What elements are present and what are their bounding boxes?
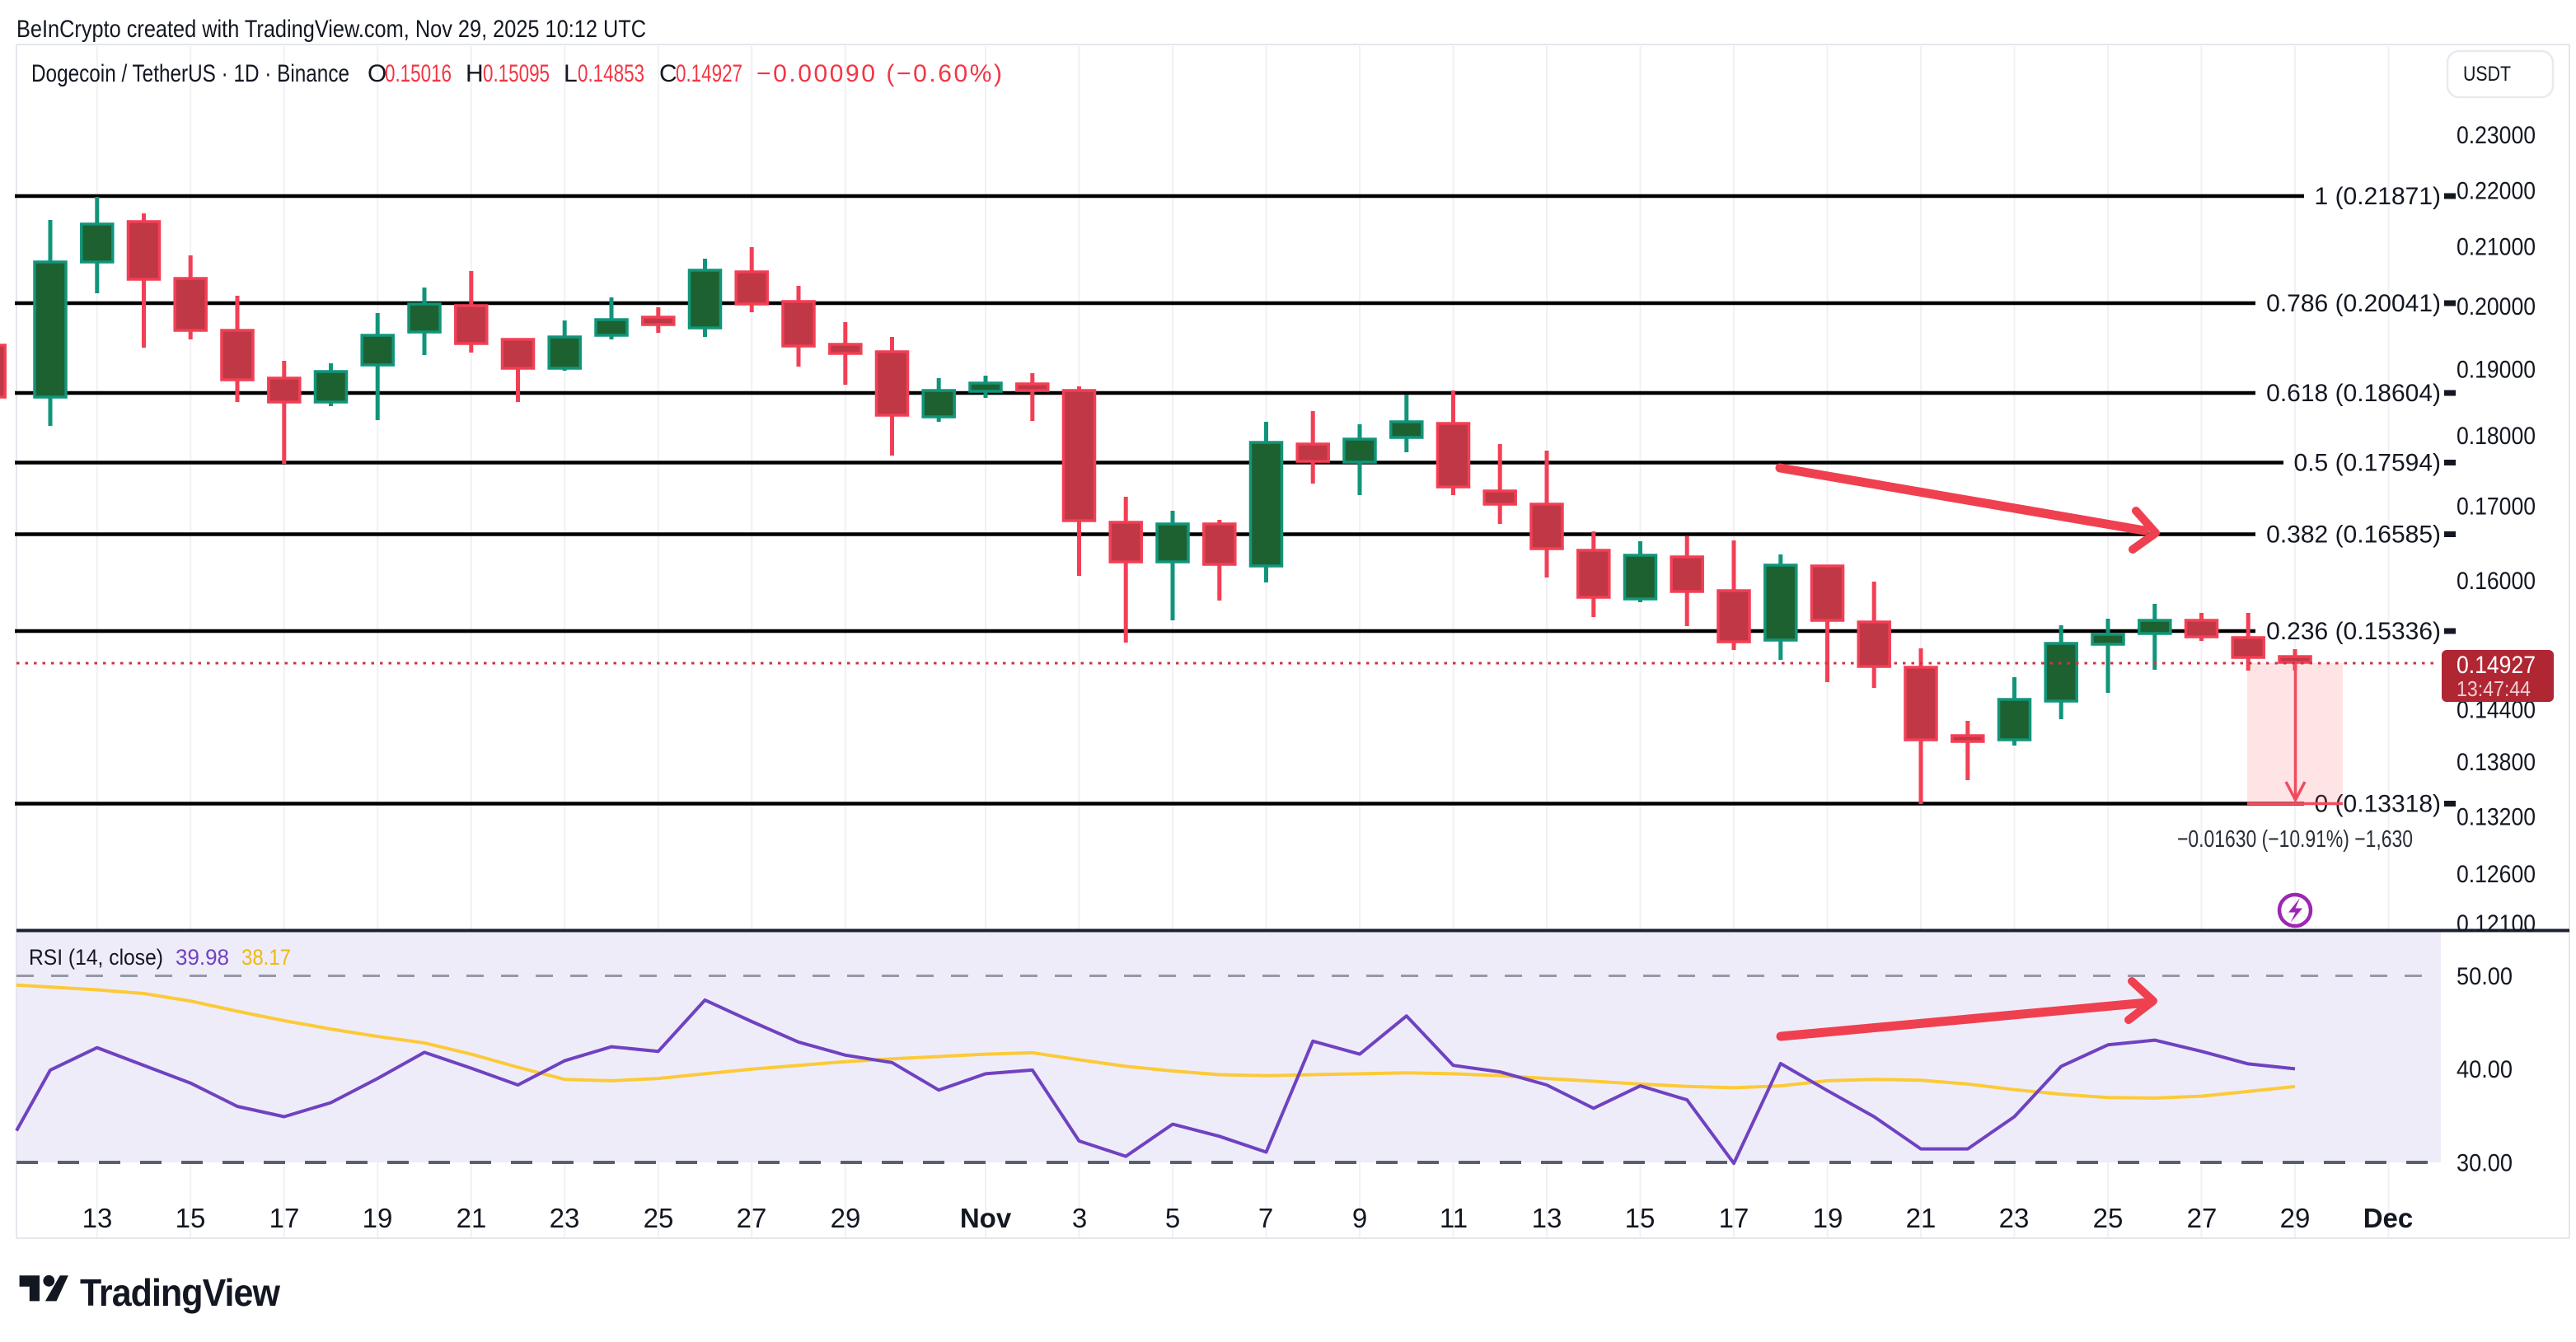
svg-text:0.20000: 0.20000 <box>2457 293 2536 320</box>
svg-text:0.13200: 0.13200 <box>2457 803 2536 830</box>
svg-text:0.18000: 0.18000 <box>2457 423 2536 450</box>
svg-text:0.236 (0.15336): 0.236 (0.15336) <box>2266 618 2441 645</box>
svg-text:0.618 (0.18604): 0.618 (0.18604) <box>2266 380 2441 407</box>
svg-text:7: 7 <box>1258 1203 1273 1233</box>
svg-text:H: H <box>466 60 484 87</box>
svg-text:19: 19 <box>363 1203 393 1233</box>
svg-text:21: 21 <box>457 1203 487 1233</box>
svg-text:19: 19 <box>1813 1203 1843 1233</box>
svg-text:Dogecoin / TetherUS · 1D · Bin: Dogecoin / TetherUS · 1D · Binance <box>31 60 349 87</box>
svg-text:27: 27 <box>737 1203 767 1233</box>
svg-text:C: C <box>659 60 677 87</box>
svg-text:11: 11 <box>1440 1203 1468 1233</box>
svg-text:BeInCrypto created with Tradin: BeInCrypto created with TradingView.com,… <box>16 16 646 43</box>
svg-text:29: 29 <box>2280 1203 2311 1233</box>
svg-text:40.00: 40.00 <box>2457 1056 2513 1083</box>
svg-text:23: 23 <box>550 1203 580 1233</box>
svg-text:0.15016: 0.15016 <box>385 60 452 87</box>
svg-text:0.5 (0.17594): 0.5 (0.17594) <box>2294 450 2441 477</box>
svg-text:0.382 (0.16585): 0.382 (0.16585) <box>2266 521 2441 549</box>
svg-text:0.14927: 0.14927 <box>2457 652 2536 679</box>
svg-text:9: 9 <box>1352 1203 1367 1233</box>
svg-text:1 (0.21871): 1 (0.21871) <box>2315 183 2441 210</box>
svg-text:−0.00090 (−0.60%): −0.00090 (−0.60%) <box>756 60 1002 87</box>
svg-text:50.00: 50.00 <box>2457 963 2513 990</box>
svg-text:23: 23 <box>1999 1203 2030 1233</box>
svg-text:25: 25 <box>644 1203 674 1233</box>
svg-text:RSI (14, close): RSI (14, close) <box>29 945 163 970</box>
svg-text:0.12100: 0.12100 <box>2457 910 2536 938</box>
svg-text:0.22000: 0.22000 <box>2457 178 2536 205</box>
svg-text:0.12600: 0.12600 <box>2457 861 2536 888</box>
svg-text:21: 21 <box>1906 1203 1937 1233</box>
svg-text:0.17000: 0.17000 <box>2457 493 2536 520</box>
svg-text:13: 13 <box>82 1203 113 1233</box>
svg-text:0.16000: 0.16000 <box>2457 568 2536 595</box>
svg-text:15: 15 <box>176 1203 206 1233</box>
svg-text:3: 3 <box>1072 1203 1087 1233</box>
svg-text:29: 29 <box>831 1203 861 1233</box>
svg-text:0.19000: 0.19000 <box>2457 357 2536 384</box>
svg-text:38.17: 38.17 <box>241 945 291 970</box>
svg-text:15: 15 <box>1625 1203 1656 1233</box>
svg-text:25: 25 <box>2093 1203 2124 1233</box>
svg-text:13:47:44: 13:47:44 <box>2457 676 2531 701</box>
svg-text:17: 17 <box>1719 1203 1749 1233</box>
svg-text:Nov: Nov <box>960 1203 1012 1233</box>
svg-text:0.14853: 0.14853 <box>578 60 644 87</box>
svg-text:0.23000: 0.23000 <box>2457 122 2536 149</box>
svg-text:13: 13 <box>1532 1203 1562 1233</box>
svg-text:USDT: USDT <box>2463 63 2511 86</box>
svg-text:L: L <box>564 60 578 87</box>
svg-text:O: O <box>368 60 386 87</box>
svg-text:39.98: 39.98 <box>176 945 229 970</box>
svg-text:0.21000: 0.21000 <box>2457 234 2536 261</box>
svg-text:Dec: Dec <box>2363 1203 2414 1233</box>
svg-text:17: 17 <box>269 1203 300 1233</box>
svg-text:0.14927: 0.14927 <box>676 60 742 87</box>
svg-text:−0.01630 (−10.91%) −1,630: −0.01630 (−10.91%) −1,630 <box>2177 826 2413 853</box>
svg-text:0.786 (0.20041): 0.786 (0.20041) <box>2266 290 2441 317</box>
svg-text:27: 27 <box>2187 1203 2218 1233</box>
svg-text:TradingView: TradingView <box>80 1271 280 1314</box>
svg-text:30.00: 30.00 <box>2457 1150 2513 1177</box>
svg-text:0.15095: 0.15095 <box>483 60 550 87</box>
svg-text:0.13800: 0.13800 <box>2457 749 2536 776</box>
svg-text:5: 5 <box>1165 1203 1180 1233</box>
